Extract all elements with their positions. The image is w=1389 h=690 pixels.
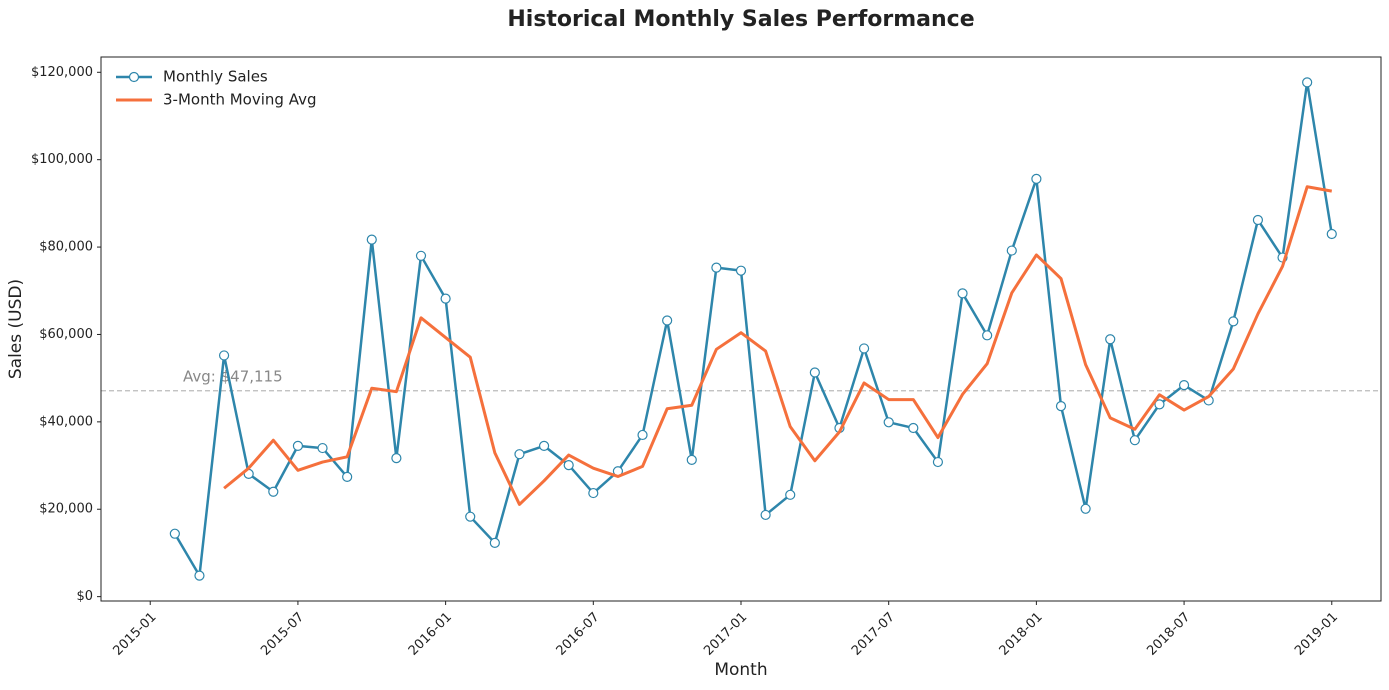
chart-title: Historical Monthly Sales Performance [507, 7, 974, 32]
y-tick-label: $60,000 [39, 327, 93, 342]
y-tick-label: $0 [76, 589, 93, 604]
x-axis-label: Month [714, 660, 767, 680]
data-point [760, 509, 771, 521]
x-tick-label: 2019-01 [1292, 610, 1341, 659]
data-point [342, 471, 353, 483]
data-point [317, 442, 328, 454]
data-point [1228, 316, 1239, 327]
series-line [223, 185, 1333, 506]
data-point [883, 417, 894, 428]
data-point [1129, 435, 1140, 446]
data-point [440, 293, 451, 304]
data-point [391, 453, 402, 464]
data-point [194, 570, 205, 581]
legend-label: Monthly Sales [163, 68, 268, 86]
data-point [932, 456, 944, 468]
data-point [809, 367, 820, 378]
data-point [908, 422, 919, 434]
data-point [563, 460, 574, 471]
data-point [588, 487, 599, 499]
y-tick-label: $120,000 [31, 65, 93, 80]
data-point [1154, 399, 1165, 410]
data-point [218, 350, 230, 361]
legend-marker [128, 71, 140, 83]
data-point [1302, 77, 1313, 88]
x-tick-label: 2017-01 [701, 610, 750, 659]
legend-label: 3-Month Moving Avg [163, 91, 316, 109]
data-point [465, 511, 476, 522]
x-tick-label: 2015-01 [111, 610, 160, 659]
data-point [637, 429, 648, 441]
x-tick-label: 2015-07 [258, 610, 307, 659]
data-point [957, 288, 968, 299]
y-tick-label: $20,000 [39, 502, 93, 517]
data-point [268, 486, 279, 497]
data-point [1031, 173, 1042, 185]
data-point [735, 265, 747, 276]
y-tick-label: $100,000 [31, 152, 93, 167]
data-point [1105, 334, 1116, 345]
plot-frame [100, 56, 1382, 602]
data-point [489, 537, 500, 548]
x-tick-label: 2017-07 [849, 610, 898, 659]
data-point [1252, 214, 1264, 226]
y-axis-label: Sales (USD) [6, 279, 26, 379]
data-point [514, 449, 525, 460]
data-point [662, 315, 673, 326]
x-tick-label: 2016-07 [554, 610, 603, 659]
data-point [785, 489, 796, 500]
data-point [415, 250, 427, 261]
data-point [711, 262, 722, 273]
data-point [169, 528, 180, 539]
data-point [538, 440, 550, 451]
data-point [1178, 380, 1190, 391]
x-tick-label: 2018-01 [997, 610, 1046, 659]
data-point [366, 234, 377, 245]
data-point [686, 454, 697, 465]
x-tick-label: 2018-07 [1144, 610, 1193, 659]
data-point [1006, 245, 1017, 256]
data-point [858, 343, 870, 354]
y-tick-label: $80,000 [39, 240, 93, 255]
data-point [1055, 401, 1067, 412]
data-point [982, 330, 993, 341]
x-tick-label: 2016-01 [406, 610, 455, 659]
series-line [173, 81, 1334, 577]
data-point [292, 440, 304, 451]
data-point [1080, 503, 1091, 514]
data-point [1326, 228, 1337, 240]
average-label: Avg: $47,115 [183, 367, 283, 385]
y-tick-label: $40,000 [39, 414, 93, 429]
